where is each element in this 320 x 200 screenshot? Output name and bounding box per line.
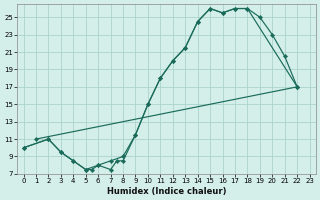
X-axis label: Humidex (Indice chaleur): Humidex (Indice chaleur) (107, 187, 226, 196)
